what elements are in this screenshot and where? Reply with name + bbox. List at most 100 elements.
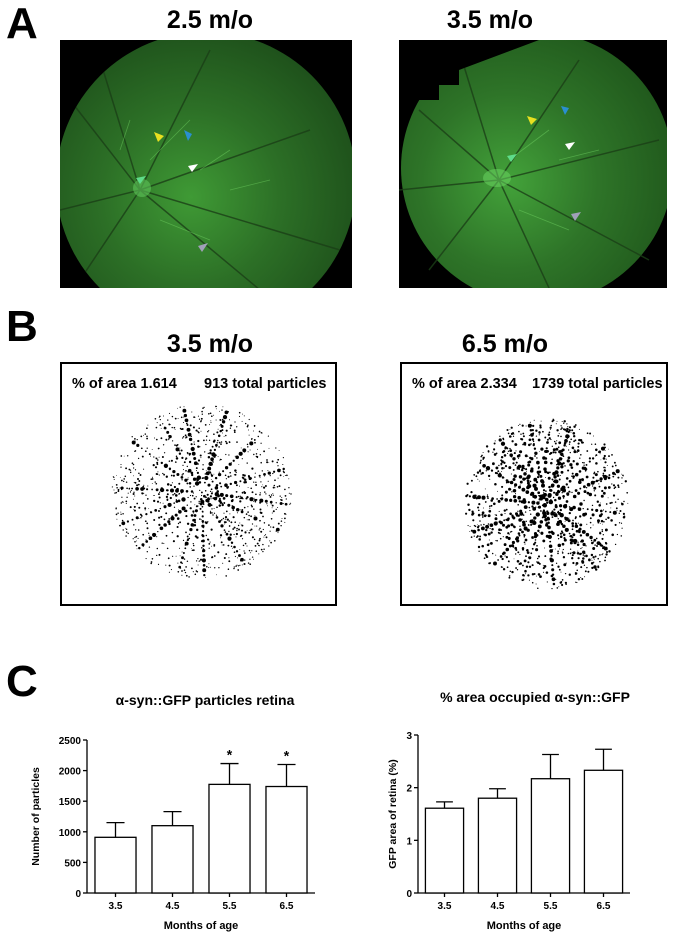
particle-dot bbox=[228, 419, 231, 421]
particle-dot bbox=[572, 551, 576, 555]
particle-dot bbox=[249, 449, 251, 451]
particle-dot bbox=[612, 494, 616, 497]
particle-dot bbox=[591, 504, 594, 507]
particle-dot bbox=[120, 511, 122, 513]
particle-dot bbox=[213, 555, 216, 557]
particle-dot bbox=[501, 460, 504, 463]
particle-dot bbox=[606, 465, 608, 466]
particle-dot bbox=[225, 434, 227, 437]
particle-dot bbox=[235, 471, 237, 474]
particle-dot bbox=[251, 467, 254, 470]
particle-dot bbox=[575, 529, 579, 533]
particle-dot bbox=[477, 509, 480, 512]
particle-dot bbox=[477, 513, 481, 517]
particle-dot bbox=[162, 502, 164, 504]
particle-dot bbox=[162, 423, 164, 425]
particle-dot bbox=[527, 524, 530, 526]
particle-dot bbox=[218, 567, 220, 569]
particle-dot bbox=[145, 513, 148, 516]
particle-dot bbox=[522, 564, 524, 567]
particle-dot bbox=[545, 523, 549, 527]
particle-dot bbox=[487, 549, 490, 552]
particle-dot bbox=[201, 505, 204, 508]
particle-dot bbox=[593, 561, 595, 563]
particle-dot bbox=[620, 535, 623, 537]
particle-dot bbox=[179, 427, 182, 430]
particle-dot bbox=[516, 444, 518, 446]
particle-dot bbox=[185, 469, 187, 472]
particle-dot bbox=[572, 434, 576, 438]
particle-dot bbox=[127, 532, 129, 535]
particle-dot bbox=[605, 550, 609, 554]
particle-dot bbox=[579, 523, 583, 527]
particle-dot bbox=[550, 554, 553, 557]
particle-dot bbox=[578, 480, 582, 485]
particle-dot bbox=[601, 489, 604, 493]
particle-dot bbox=[238, 415, 241, 418]
particle-dot bbox=[579, 438, 583, 442]
particle-dot bbox=[187, 478, 189, 480]
particle-dot bbox=[496, 498, 498, 500]
particle-dot bbox=[176, 517, 180, 520]
particle-dot bbox=[537, 495, 539, 497]
gray-arrowhead-icon bbox=[198, 243, 208, 252]
particle-dot bbox=[507, 479, 509, 481]
particle-dot bbox=[284, 517, 286, 520]
particle-dot bbox=[578, 478, 582, 482]
particle-dot bbox=[500, 566, 503, 568]
particle-dot bbox=[132, 538, 134, 540]
particle-dot bbox=[243, 562, 246, 566]
particle-dot bbox=[515, 567, 518, 569]
particle-dot bbox=[537, 466, 540, 469]
particle-dot bbox=[152, 494, 154, 496]
particle-dot bbox=[148, 532, 150, 534]
particle-dot bbox=[238, 485, 241, 487]
particle-dot bbox=[157, 471, 159, 473]
particle-dot bbox=[585, 545, 587, 547]
particle-dot bbox=[500, 513, 503, 516]
particle-dot bbox=[522, 520, 526, 524]
particle-dot bbox=[171, 555, 174, 557]
particle-dot bbox=[528, 434, 530, 437]
particle-dot bbox=[624, 480, 627, 483]
particle-dot bbox=[534, 486, 538, 491]
particle-dot bbox=[160, 515, 163, 518]
particle-dot bbox=[201, 410, 203, 413]
particle-dot bbox=[478, 550, 480, 552]
particle-dot bbox=[170, 484, 172, 487]
particle-dot bbox=[568, 506, 571, 508]
particle-dot bbox=[516, 454, 520, 458]
particle-dot bbox=[545, 477, 547, 478]
particle-dot bbox=[151, 478, 154, 480]
particle-dot bbox=[539, 426, 542, 429]
particle-dot bbox=[152, 532, 157, 537]
particle-dot bbox=[175, 500, 179, 503]
particle-dot bbox=[601, 529, 603, 531]
particle-dot bbox=[126, 520, 130, 523]
particle-dot bbox=[564, 581, 568, 584]
particle-dot bbox=[146, 522, 149, 525]
particle-dot bbox=[187, 496, 189, 499]
particle-dot bbox=[529, 519, 534, 524]
particle-dot bbox=[237, 565, 240, 567]
particle-dot bbox=[235, 484, 238, 487]
particle-dot bbox=[168, 434, 172, 439]
particle-dot bbox=[120, 513, 122, 516]
particle-dot bbox=[534, 541, 537, 544]
particle-dot bbox=[189, 486, 192, 488]
particle-dot bbox=[530, 467, 534, 471]
particle-dot bbox=[271, 504, 274, 507]
particle-dot bbox=[523, 541, 526, 544]
particle-dot bbox=[532, 523, 534, 525]
particle-dot bbox=[112, 476, 115, 478]
particle-dot bbox=[596, 545, 598, 547]
particle-dot bbox=[509, 453, 513, 457]
particle-dot bbox=[520, 468, 524, 472]
particle-dot bbox=[484, 533, 487, 537]
particle-dot bbox=[495, 554, 497, 556]
particle-dot bbox=[210, 478, 212, 480]
particle-dot bbox=[259, 519, 261, 522]
particle-dot bbox=[249, 558, 251, 560]
particle-dot bbox=[623, 515, 626, 518]
